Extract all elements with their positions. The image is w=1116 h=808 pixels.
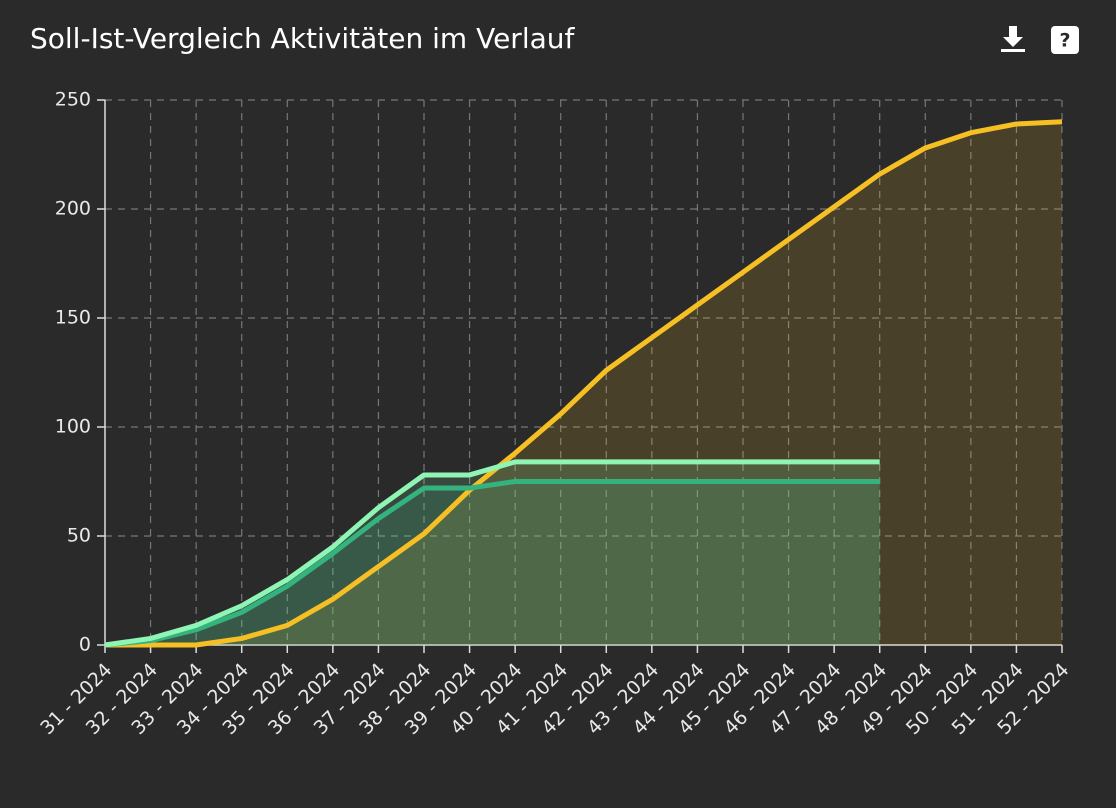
- area: [105, 481, 880, 645]
- y-tick-label: 50: [67, 525, 91, 547]
- area: [105, 121, 1062, 646]
- y-tick-label: 0: [79, 634, 91, 656]
- line: [104, 479, 880, 648]
- chart-title: Soll-Ist-Vergleich Aktivitäten im Verlau…: [30, 22, 576, 55]
- y-tick-label: 100: [55, 416, 91, 438]
- area: [105, 461, 880, 645]
- line: [104, 459, 880, 648]
- y-tick-label: 250: [55, 89, 91, 111]
- line: [105, 119, 1063, 648]
- y-tick-label: 200: [55, 198, 91, 220]
- y-tick-label: 150: [55, 307, 91, 329]
- help-icon[interactable]: ?: [1051, 26, 1079, 54]
- download-icon[interactable]: [1001, 26, 1025, 52]
- svg-text:?: ?: [1059, 30, 1070, 52]
